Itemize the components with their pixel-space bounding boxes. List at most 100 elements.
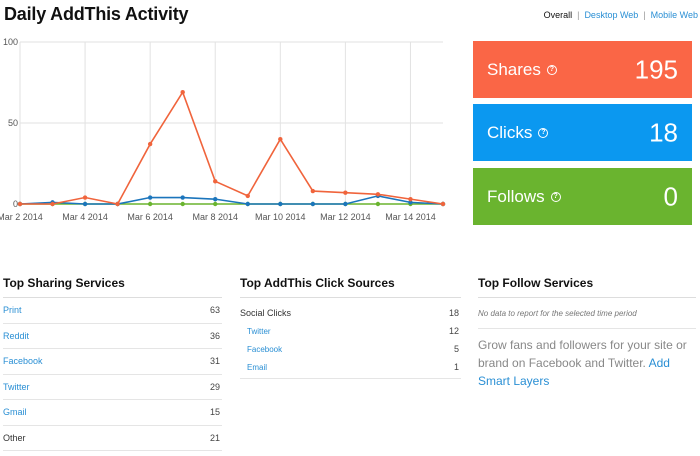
source-group-label: Social Clicks bbox=[240, 308, 292, 318]
list-item: Social Clicks 18 bbox=[240, 304, 461, 322]
source-link[interactable]: Twitter bbox=[247, 326, 271, 336]
x-tick-label: Mar 14 2014 bbox=[385, 212, 436, 222]
view-separator: | bbox=[577, 10, 580, 20]
source-count: 12 bbox=[448, 326, 459, 336]
list-item: Reddit 36 bbox=[3, 324, 222, 349]
grow-text: Grow fans and followers for your site or… bbox=[478, 338, 687, 370]
service-link[interactable]: Twitter bbox=[3, 381, 30, 392]
clicks-label: Clicks bbox=[487, 122, 533, 142]
data-point bbox=[343, 201, 348, 207]
activity-chart: 0 50 100 Mar 2 2014 Mar 4 2014 Mar 6 2014 Mar … bbox=[0, 37, 446, 222]
list-item: Facebook 5 bbox=[240, 340, 461, 358]
help-icon[interactable]: ? bbox=[538, 127, 549, 138]
y-tick-label: 50 bbox=[8, 118, 18, 128]
view-switcher: Overall | Desktop Web | Mobile Web bbox=[544, 10, 698, 20]
source-count: 18 bbox=[448, 308, 459, 318]
help-icon[interactable]: ? bbox=[546, 64, 557, 75]
service-count: 29 bbox=[209, 381, 220, 392]
data-point bbox=[82, 201, 88, 207]
service-link[interactable]: Print bbox=[3, 305, 22, 316]
service-count: 21 bbox=[209, 432, 220, 443]
data-point bbox=[278, 201, 283, 207]
data-point bbox=[343, 190, 348, 195]
data-point bbox=[245, 201, 250, 207]
service-count: 15 bbox=[209, 407, 220, 418]
data-point bbox=[180, 90, 185, 95]
click-sources-list: Social Clicks 18 Twitter 12 Facebook 5 Emai… bbox=[240, 298, 461, 379]
x-tick-label: Mar 6 2014 bbox=[127, 212, 173, 222]
data-point bbox=[50, 201, 55, 207]
top-follow-services-panel: Top Follow Services No data to report fo… bbox=[478, 276, 696, 390]
x-tick-label: Mar 8 2014 bbox=[192, 212, 238, 222]
page-title: Daily AddThis Activity bbox=[4, 4, 189, 24]
source-count: 1 bbox=[453, 362, 459, 372]
list-item: Facebook 31 bbox=[3, 349, 222, 375]
source-link[interactable]: Facebook bbox=[247, 344, 283, 354]
top-sharing-services-panel: Top Sharing Services Print 63 Reddit 36 Fa… bbox=[3, 276, 222, 451]
service-count: 36 bbox=[209, 330, 220, 341]
data-point bbox=[17, 201, 23, 207]
follows-card: Follows? 0 bbox=[473, 168, 692, 225]
y-tick-label: 100 bbox=[3, 37, 18, 47]
data-point bbox=[408, 200, 413, 205]
data-point bbox=[180, 201, 185, 207]
source-link[interactable]: Email bbox=[247, 362, 268, 372]
data-point bbox=[310, 201, 316, 207]
add-smart-layers-link[interactable]: Add Smart Layers bbox=[478, 356, 670, 388]
shares-count: 195 bbox=[634, 54, 678, 84]
shares-card: Shares? 195 bbox=[473, 41, 692, 98]
service-count: 31 bbox=[209, 356, 220, 367]
follows-count: 0 bbox=[663, 181, 678, 211]
data-point bbox=[310, 188, 316, 194]
x-tick-label: Mar 12 2014 bbox=[320, 212, 371, 222]
data-point bbox=[82, 195, 88, 200]
no-data-message: No data to report for the selected time … bbox=[478, 298, 696, 329]
data-point bbox=[115, 201, 120, 207]
shares-label: Shares bbox=[487, 59, 541, 79]
service-link[interactable]: Facebook bbox=[3, 356, 43, 367]
x-tick-label: Mar 10 2014 bbox=[255, 212, 306, 222]
data-point bbox=[147, 201, 153, 207]
clicks-count: 18 bbox=[649, 117, 678, 147]
service-other: Other bbox=[3, 432, 26, 443]
data-point bbox=[408, 196, 413, 202]
service-link[interactable]: Gmail bbox=[3, 407, 27, 418]
list-item: Email 1 bbox=[240, 358, 461, 376]
data-point bbox=[375, 192, 381, 197]
data-point bbox=[213, 179, 218, 184]
list-item: Twitter 29 bbox=[3, 375, 222, 400]
x-tick-label: Mar 4 2014 bbox=[62, 212, 108, 222]
y-tick-label: 0 bbox=[13, 199, 18, 209]
view-desktop-link[interactable]: Desktop Web bbox=[584, 10, 639, 20]
clicks-card: Clicks? 18 bbox=[473, 104, 692, 161]
view-separator: | bbox=[643, 10, 646, 20]
list-item: Print 63 bbox=[3, 298, 222, 324]
x-tick-label: Mar 2 2014 bbox=[0, 212, 43, 222]
data-point bbox=[278, 137, 283, 142]
data-point bbox=[147, 141, 153, 147]
view-overall-link[interactable]: Overall bbox=[543, 10, 573, 20]
source-count: 5 bbox=[453, 344, 459, 354]
data-point bbox=[213, 196, 218, 202]
data-point bbox=[375, 201, 381, 207]
panel-title: Top Follow Services bbox=[478, 276, 696, 298]
data-point bbox=[245, 193, 250, 199]
series-line bbox=[19, 195, 444, 205]
series-line bbox=[20, 90, 444, 205]
top-click-sources-panel: Top AddThis Click Sources Social Clicks 1… bbox=[240, 276, 461, 379]
view-mobile-link[interactable]: Mobile Web bbox=[650, 10, 698, 20]
list-item: Gmail 15 bbox=[3, 400, 222, 426]
panel-title: Top Sharing Services bbox=[3, 276, 222, 298]
service-count: 63 bbox=[209, 305, 220, 316]
data-point bbox=[440, 201, 446, 207]
list-item: Twitter 12 bbox=[240, 322, 461, 340]
panel-title: Top AddThis Click Sources bbox=[240, 276, 461, 298]
help-icon[interactable]: ? bbox=[550, 191, 561, 202]
follows-label: Follows bbox=[487, 186, 545, 206]
data-point bbox=[147, 195, 153, 200]
data-point bbox=[213, 201, 218, 207]
data-point bbox=[180, 195, 185, 200]
service-link[interactable]: Reddit bbox=[3, 330, 30, 341]
grow-message: Grow fans and followers for your site or… bbox=[478, 336, 696, 390]
list-item: Other 21 bbox=[3, 426, 222, 451]
